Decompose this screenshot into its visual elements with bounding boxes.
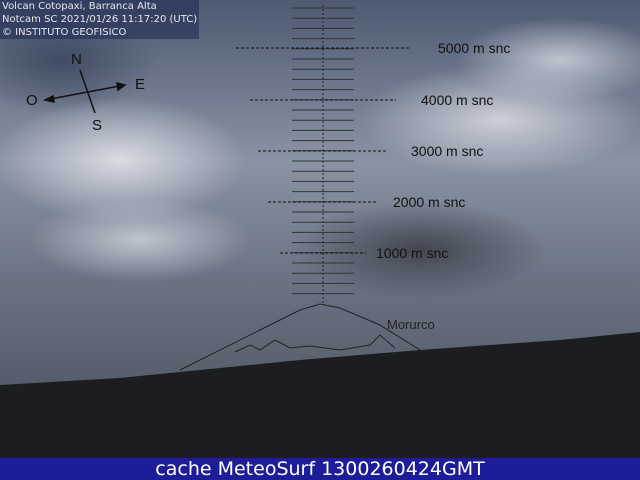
volcano-outline xyxy=(179,303,421,371)
peak-label: Morurco xyxy=(387,317,435,332)
ground xyxy=(0,332,640,460)
altitude-label-3000: 3000 m snc xyxy=(411,143,484,159)
copyright: © INSTITUTO GEOFISICO xyxy=(2,27,127,38)
altitude-lines xyxy=(236,47,410,254)
compass-arrows xyxy=(42,69,127,114)
compass-south: S xyxy=(92,117,103,134)
crater-outline xyxy=(234,334,396,353)
altitude-label-4000: 4000 m snc xyxy=(421,92,494,108)
camera-location: Volcan Cotopaxi, Barranca Alta xyxy=(2,1,157,12)
altitude-label-5000: 5000 m snc xyxy=(438,40,511,56)
camera-timestamp: Notcam SC 2021/01/26 11:17:20 (UTC) xyxy=(2,14,198,25)
compass-north: N xyxy=(71,51,82,68)
footer-banner: cache MeteoSurf 1300260424GMT xyxy=(0,458,640,480)
compass-east: E xyxy=(135,76,146,93)
compass-west: O xyxy=(26,92,38,109)
camera-info: Volcan Cotopaxi, Barranca Alta Notcam SC… xyxy=(0,0,200,39)
scene-overlay xyxy=(0,7,640,460)
altitude-label-2000: 2000 m snc xyxy=(393,194,466,210)
altitude-label-1000: 1000 m snc xyxy=(376,245,449,261)
